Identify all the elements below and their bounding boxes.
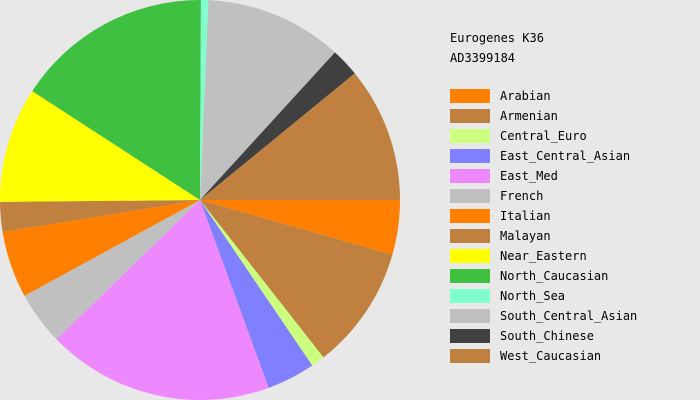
pie-slice-italian: [2, 200, 201, 296]
legend-swatch: [450, 249, 490, 263]
legend-label: North_Caucasian: [500, 269, 609, 283]
legend-label: Near_Eastern: [500, 249, 587, 263]
legend-label: East_Central_Asian: [500, 149, 631, 163]
legend-item: South_Chinese: [450, 329, 594, 343]
legend-label: West_Caucasian: [500, 349, 602, 363]
pie-slice-arabian: [200, 200, 400, 255]
legend-label: Italian: [500, 209, 551, 223]
legend-label: East_Med: [500, 169, 558, 183]
legend-swatch: [450, 309, 490, 323]
pie-slice-central-euro: [200, 200, 324, 366]
legend-swatch: [450, 289, 490, 303]
legend-swatch: [450, 189, 490, 203]
legend-swatch: [450, 209, 490, 223]
pie-slice-east-central-asian: [200, 200, 313, 388]
legend-item: South_Central_Asian: [450, 309, 637, 323]
legend-item: Italian: [450, 209, 551, 223]
pie-slice-armenian: [200, 200, 393, 358]
pie-slice-north-caucasian: [32, 0, 201, 200]
legend-label: Armenian: [500, 109, 558, 123]
legend-item: North_Sea: [450, 289, 565, 303]
pie-slice-near-eastern: [0, 91, 201, 202]
pie-slice-french: [24, 200, 201, 340]
legend-swatch: [450, 129, 490, 143]
legend-swatch: [450, 229, 490, 243]
legend-swatch: [450, 329, 490, 343]
chart-title: Eurogenes K36: [450, 31, 544, 45]
legend-swatch: [450, 269, 490, 283]
legend-item: East_Med: [450, 169, 558, 183]
chart-subtitle: AD3399184: [450, 51, 516, 65]
legend-label: Malayan: [500, 229, 551, 243]
legend-item: Armenian: [450, 109, 558, 123]
legend-item: Central_Euro: [450, 129, 587, 143]
pie-slice-malayan: [0, 200, 201, 232]
pie-slice-north-sea: [200, 0, 209, 200]
pie-slice-west-caucasian: [200, 73, 400, 200]
legend-label: North_Sea: [500, 289, 566, 303]
legend-item: French: [450, 189, 543, 203]
pie-slice-south-chinese: [200, 52, 355, 201]
legend-item: Malayan: [450, 229, 551, 243]
pie-slice-south-central-asian: [200, 0, 335, 201]
legend-item: Arabian: [450, 89, 551, 103]
legend-swatch: [450, 109, 490, 123]
legend-item: East_Central_Asian: [450, 149, 630, 163]
legend-label: Arabian: [500, 89, 551, 103]
legend-label: French: [500, 189, 544, 203]
legend-swatch: [450, 169, 490, 183]
legend-swatch: [450, 349, 490, 363]
legend-item: West_Caucasian: [450, 349, 601, 363]
legend-swatch: [450, 89, 490, 103]
legend-label: South_Central_Asian: [500, 309, 638, 323]
legend-label: South_Chinese: [500, 329, 594, 343]
legend-label: Central_Euro: [500, 129, 587, 143]
legend-item: North_Caucasian: [450, 269, 608, 283]
pie-slice-east-med: [56, 200, 269, 400]
legend-swatch: [450, 149, 490, 163]
legend-item: Near_Eastern: [450, 249, 587, 263]
